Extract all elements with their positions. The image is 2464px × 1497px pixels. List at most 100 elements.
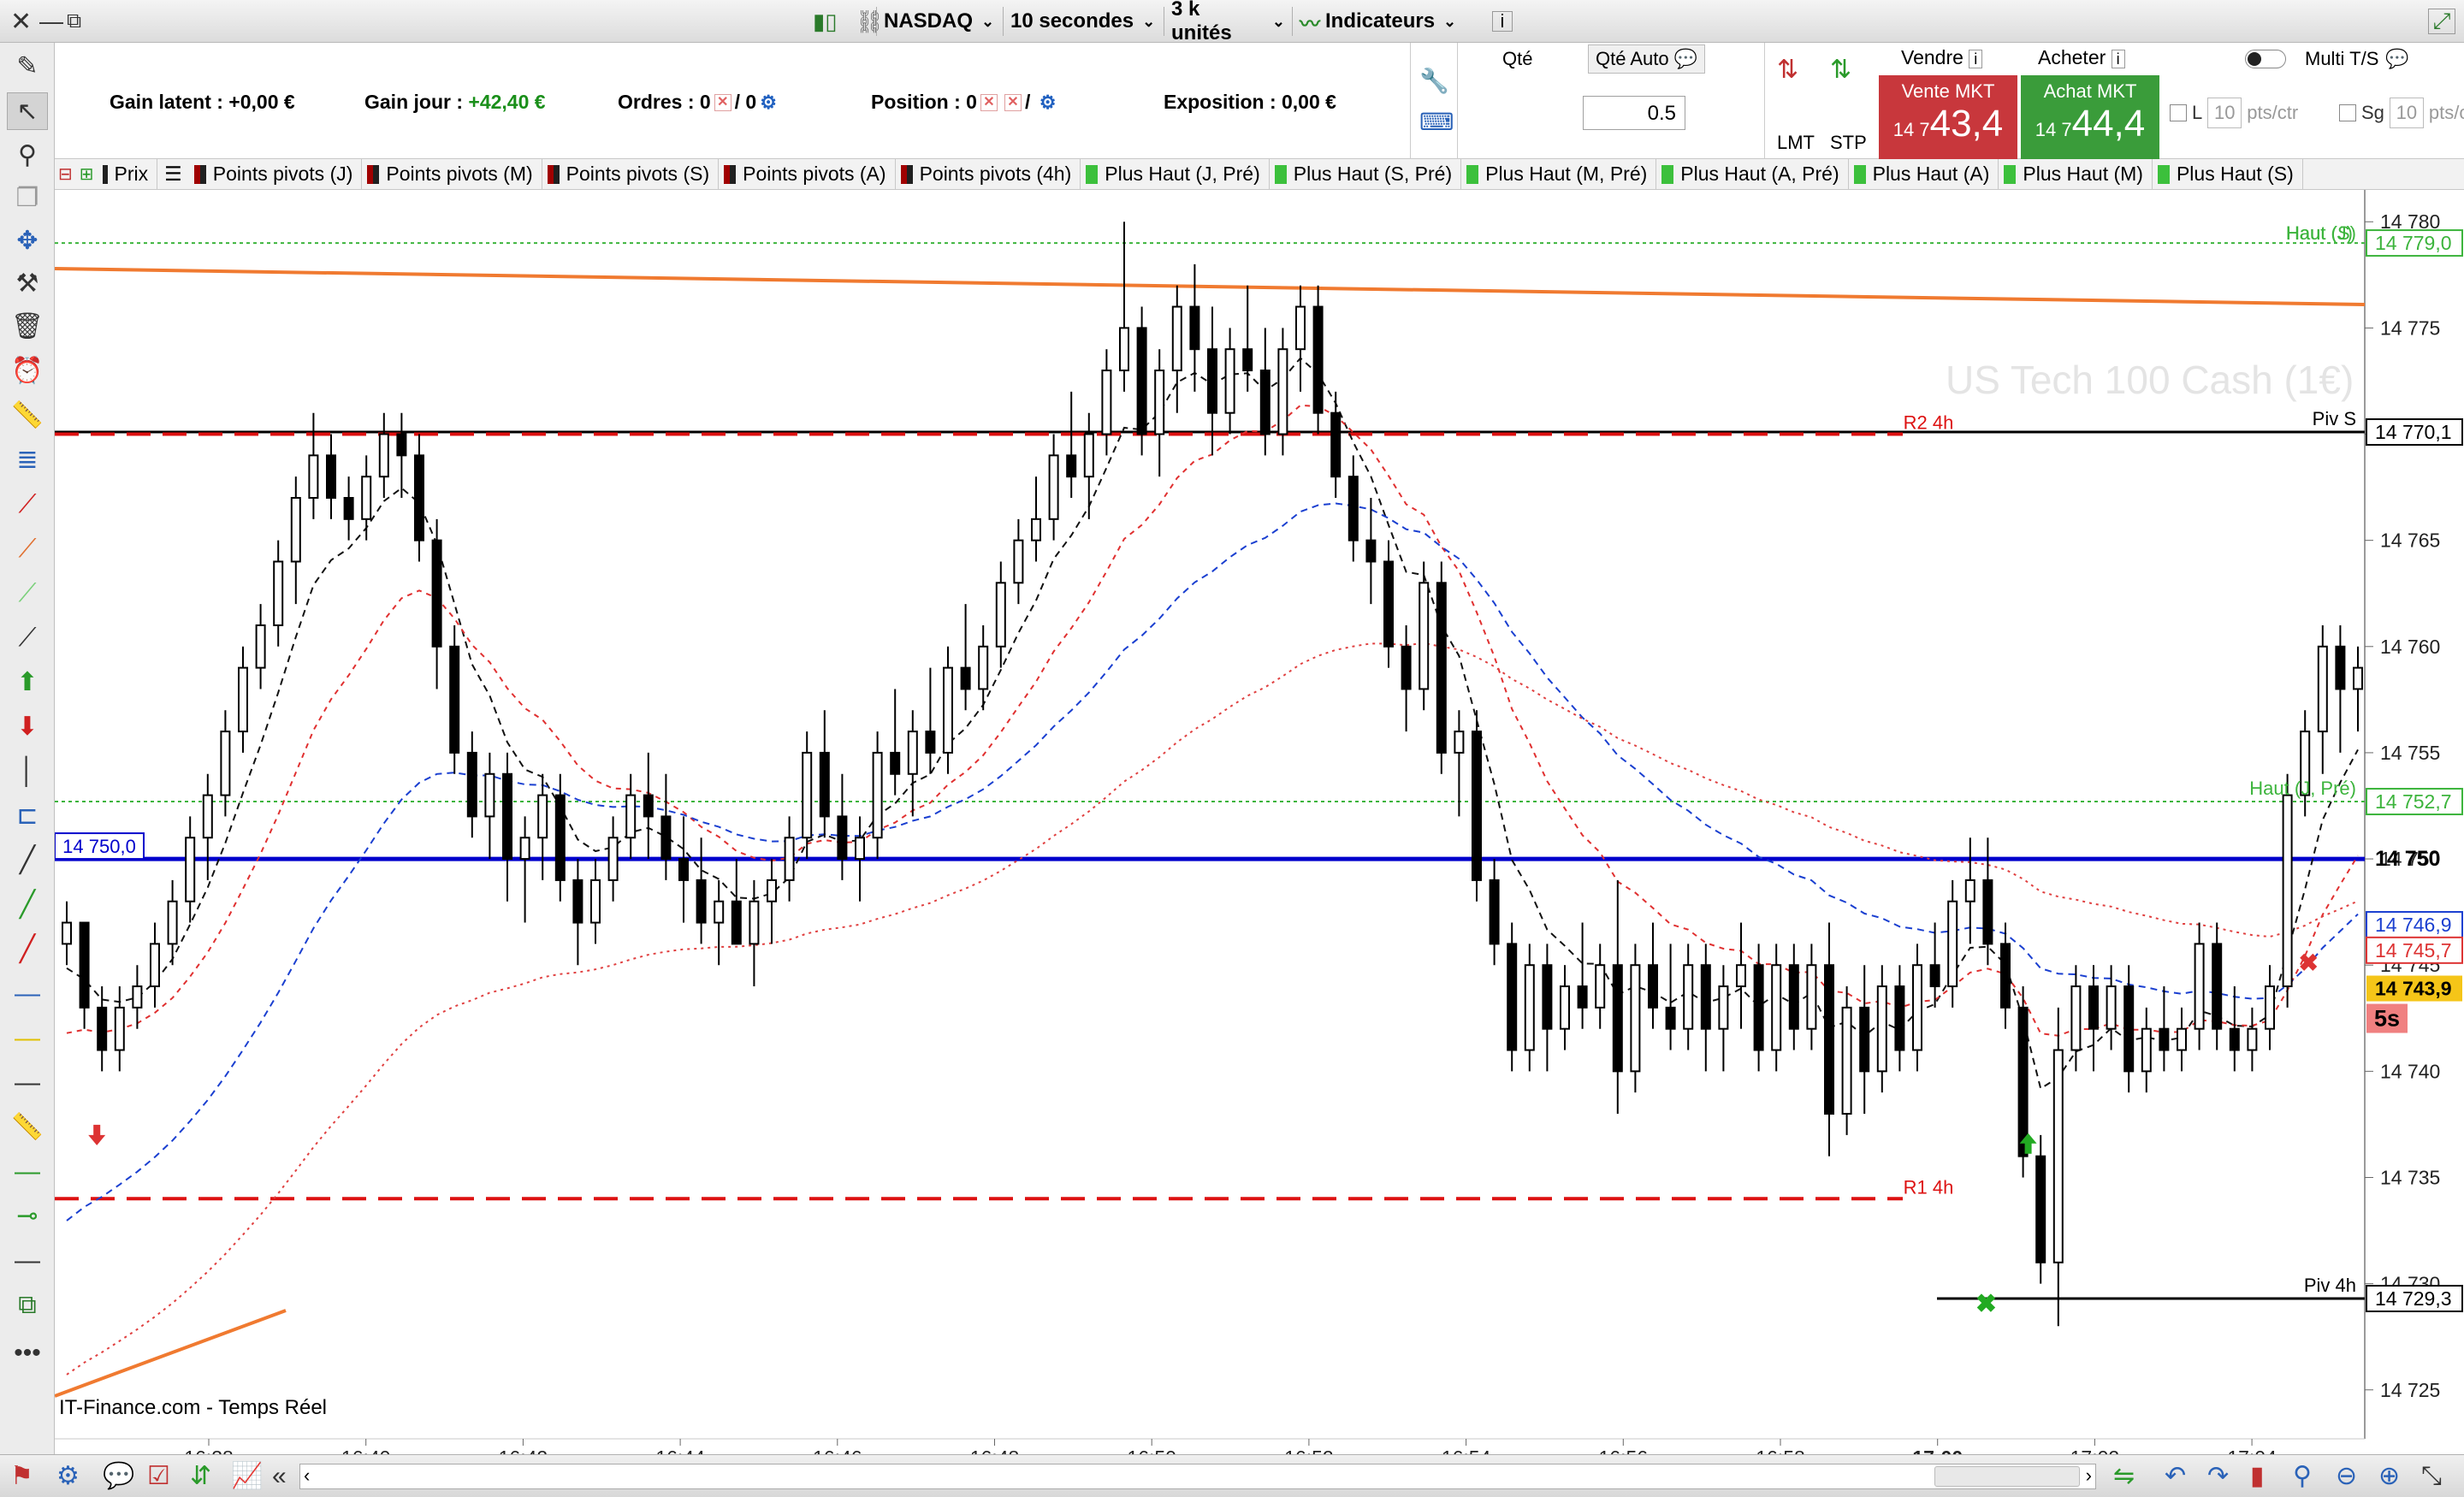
redo-icon[interactable]: ↷ xyxy=(2207,1462,2230,1490)
zoom-icon[interactable]: ⚲ xyxy=(18,141,37,169)
hline-green-icon[interactable]: — xyxy=(15,1157,40,1186)
hline-yellow-icon[interactable]: — xyxy=(15,1024,40,1052)
horizontal-scrollbar[interactable]: ‹ › xyxy=(299,1464,2096,1489)
line-orange-icon[interactable]: ⟋ xyxy=(18,535,37,563)
y-tick-label: 14 750 xyxy=(2380,848,2440,870)
candle-settings-icon[interactable]: ▮ xyxy=(2250,1462,2265,1490)
zoom-out-icon[interactable]: ⊖ xyxy=(2336,1462,2358,1490)
indicator-high-j-pre[interactable]: Plus Haut (J, Pré) xyxy=(1081,159,1270,189)
timeframe-select[interactable]: 10 secondes ⌄ xyxy=(1003,7,1164,36)
resize-icon[interactable]: ⤡ xyxy=(2421,1462,2442,1490)
fibonacci-icon[interactable]: ≣ xyxy=(16,446,38,474)
reverse-position-icon[interactable]: ✕ xyxy=(1004,93,1022,111)
undo-icon[interactable]: ↶ xyxy=(2165,1462,2187,1490)
quantity-unit-select[interactable]: 3 k unités ⌄ xyxy=(1164,0,1292,44)
trend-red-icon[interactable]: ╱ xyxy=(19,935,36,963)
indicators-menu[interactable]: 〰 Indicateurs ⌄ xyxy=(1292,7,1478,36)
indicator-pivot-m[interactable]: Points pivots (M) xyxy=(362,159,542,189)
trash-icon[interactable]: 🗑 xyxy=(10,312,44,340)
trend-green-icon[interactable]: ╱ xyxy=(19,891,36,919)
info-icon[interactable]: i xyxy=(1969,50,1983,68)
scroll-right-icon[interactable]: › xyxy=(2085,1464,2092,1486)
cursor-icon[interactable]: ↖ xyxy=(7,92,48,130)
position-settings-icon[interactable]: ⚙ xyxy=(1039,91,1057,113)
info-icon[interactable]: i xyxy=(2111,50,2125,68)
up-icon[interactable]: ⊞ xyxy=(79,165,94,184)
indicator-high-s[interactable]: Plus Haut (S) xyxy=(2153,159,2303,189)
price-chart[interactable]: US Tech 100 Cash (1€) 14 725 14 730 14 735… xyxy=(55,190,2464,1454)
ruler-2-icon[interactable]: 📏 xyxy=(11,1113,44,1141)
ray-green-icon[interactable]: ⊸ xyxy=(16,1202,38,1230)
limit-order-icon[interactable]: ⇅ xyxy=(1777,56,1799,84)
indicator-high-s-pre[interactable]: Plus Haut (S, Pré) xyxy=(1270,159,1462,189)
reset-view-icon[interactable]: ⇋ xyxy=(2113,1462,2135,1490)
zoom-in-icon[interactable]: ⊕ xyxy=(2378,1462,2401,1490)
rewind-icon[interactable]: « xyxy=(272,1462,287,1490)
line-red-icon[interactable]: ⟋ xyxy=(18,490,37,518)
horizontal-ray-icon[interactable]: ⊏ xyxy=(16,802,38,830)
checklist-icon[interactable]: ☑ xyxy=(147,1462,170,1490)
wrench-icon[interactable]: 🔧 xyxy=(1419,68,1449,94)
hline-blue-icon[interactable]: — xyxy=(15,979,40,1008)
indicator-pivot-4h[interactable]: Points pivots (4h) xyxy=(896,159,1081,189)
indicator-prix[interactable]: Prix xyxy=(98,159,158,189)
more-icon[interactable]: ••• xyxy=(14,1339,41,1367)
keyboard-icon[interactable]: ⌨ xyxy=(1419,109,1454,135)
link-icon[interactable]: ⛓ xyxy=(856,8,885,34)
list-icon[interactable]: ☰ xyxy=(164,163,182,185)
layers-icon[interactable]: ⧉ xyxy=(18,1291,37,1319)
limit-checkbox[interactable] xyxy=(2170,104,2187,121)
segment-icon[interactable]: ⟋ xyxy=(18,624,37,652)
l-points-input[interactable]: 10 xyxy=(2207,98,2242,128)
info-icon[interactable]: i xyxy=(1492,10,1513,32)
qty-auto-button[interactable]: Qté Auto 💬 xyxy=(1588,44,1706,74)
pencil-icon[interactable]: ✎ xyxy=(16,52,38,80)
scroll-thumb[interactable] xyxy=(1934,1466,2080,1487)
qty-input[interactable]: 0.5 xyxy=(1583,96,1685,130)
candles-icon[interactable]: ▮▯ xyxy=(813,8,838,34)
instrument-select[interactable]: NASDAQ ⌄ xyxy=(876,7,1003,36)
down-icon[interactable]: ⊟ xyxy=(58,165,73,184)
chart-type-icon[interactable]: 📈 xyxy=(231,1462,264,1490)
close-icon[interactable]: ✕ xyxy=(10,7,33,36)
orders-settings-icon[interactable]: ⚙ xyxy=(760,91,777,113)
close-position-icon[interactable]: ✕ xyxy=(980,93,998,111)
line-green-icon[interactable]: ⟋ xyxy=(18,579,37,607)
indicator-pivot-s[interactable]: Points pivots (S) xyxy=(542,159,720,189)
tools-icon[interactable]: ⚙ xyxy=(56,1462,80,1490)
trend-black-icon[interactable]: ╱ xyxy=(19,846,36,874)
chat-icon[interactable]: 💬 xyxy=(103,1462,135,1490)
hline-black-icon[interactable]: — xyxy=(15,1068,40,1097)
vertical-line-icon[interactable]: │ xyxy=(19,757,36,785)
buy-arrow-icon[interactable]: ⬆ xyxy=(16,668,38,696)
sg-checkbox[interactable] xyxy=(2339,104,2356,121)
sell-market-button[interactable]: Vente MKT 14 743,4 xyxy=(1879,75,2017,159)
sell-arrow-icon[interactable]: ⬇ xyxy=(16,713,38,741)
alarm-icon[interactable]: ⏰ xyxy=(11,357,44,385)
toggle-switch[interactable] xyxy=(2245,50,2286,68)
zoom-fit-icon[interactable]: ⚲ xyxy=(2293,1462,2312,1490)
orders-icon[interactable]: ⇵ xyxy=(190,1462,212,1490)
indicator-high-m-pre[interactable]: Plus Haut (M, Pré) xyxy=(1461,159,1657,189)
indicator-high-a[interactable]: Plus Haut (A) xyxy=(1849,159,1999,189)
sg-points-input[interactable]: 10 xyxy=(2389,98,2424,128)
buy-market-button[interactable]: Achat MKT 14 744,4 xyxy=(2021,75,2159,159)
flag-icon[interactable]: ⚑ xyxy=(10,1462,33,1490)
scroll-left-icon[interactable]: ‹ xyxy=(304,1464,311,1486)
indicator-high-m[interactable]: Plus Haut (M) xyxy=(1999,159,2153,189)
ruler-icon[interactable]: 📏 xyxy=(11,401,44,429)
indicator-pivot-a[interactable]: Points pivots (A) xyxy=(719,159,896,189)
chart-expand-icon[interactable]: ⤢ xyxy=(2428,8,2455,34)
indicator-pivot-j[interactable]: Points pivots (J) xyxy=(189,159,363,189)
multi-ts-toggle[interactable]: Multi T/S 💬 xyxy=(2245,48,2409,70)
magic-wand-icon[interactable]: ⚒ xyxy=(15,269,39,298)
move-icon[interactable]: ✥ xyxy=(16,227,38,255)
copy-icon[interactable]: ❐ xyxy=(15,184,39,212)
cancel-orders-icon[interactable]: ✕ xyxy=(714,93,732,111)
hline-thin-icon[interactable]: — xyxy=(15,1246,40,1275)
indicator-high-a-pre[interactable]: Plus Haut (A, Pré) xyxy=(1656,159,1849,189)
restore-icon[interactable]: ⧉ xyxy=(67,9,82,33)
minimize-icon[interactable]: — xyxy=(39,8,63,34)
stop-order-icon[interactable]: ⇅ xyxy=(1830,56,1852,84)
